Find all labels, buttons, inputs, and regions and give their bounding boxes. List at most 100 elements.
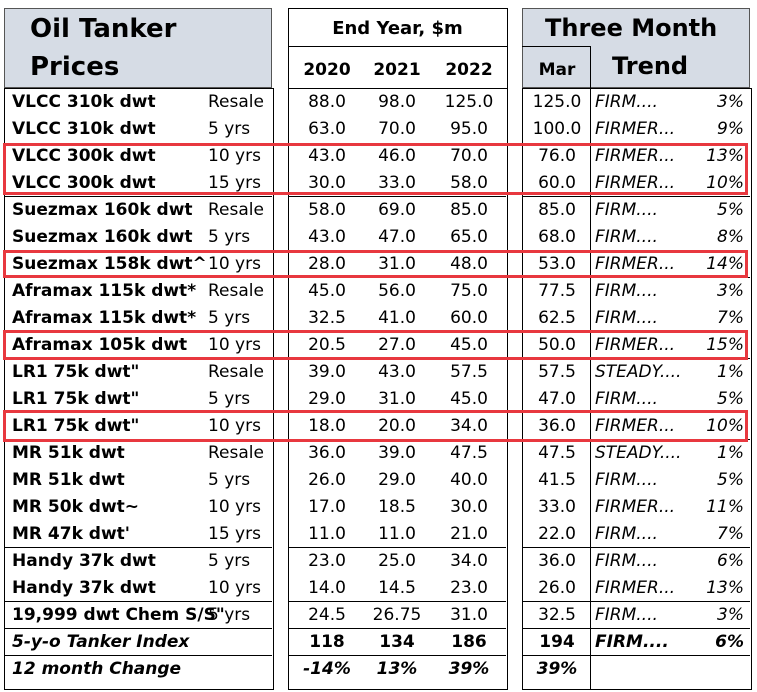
mar-body-divider [590, 88, 591, 689]
value-2021: 98.0 [378, 92, 416, 112]
trend-percent: 5% [717, 200, 744, 220]
three-month-header-box [522, 8, 750, 88]
value-2020: 29.0 [308, 389, 346, 409]
vessel-term: 5 yrs [208, 389, 251, 409]
vessel-name: VLCC 300k dwt [12, 146, 156, 166]
vessel-term: 5 yrs [208, 119, 251, 139]
value-2022: 23.0 [450, 578, 488, 598]
end-year-header-box [288, 8, 508, 90]
trend-percent: 7% [717, 308, 744, 328]
group-separator [288, 655, 506, 656]
vessel-name: MR 51k dwt [12, 443, 125, 463]
trend-percent: 15% [706, 335, 744, 355]
end-year-header: End Year, $m [332, 18, 463, 39]
vessel-term: 10 yrs [208, 254, 261, 274]
change-2022: 39% [448, 659, 490, 679]
table-row: Handy 37k dwt 5 yrs 23.0 25.0 34.0 36.0 FIRM..… [0, 548, 757, 575]
vessel-name: MR 51k dwt [12, 470, 125, 490]
value-2021: 25.0 [378, 551, 416, 571]
trend-text: FIRM.... [595, 470, 658, 490]
value-2022: 40.0 [450, 470, 488, 490]
change-mar: 39% [536, 659, 578, 679]
value-2022: 34.0 [450, 416, 488, 436]
table-row: MR 50k dwt~ 10 yrs 17.0 18.5 30.0 33.0 FIRMER.… [0, 494, 757, 521]
vessel-term: Resale [208, 200, 264, 220]
group-separator [288, 628, 506, 629]
trend-percent: 13% [706, 146, 744, 166]
value-2021: 27.0 [378, 335, 416, 355]
value-2021: 70.0 [378, 119, 416, 139]
trend-percent: 1% [717, 443, 744, 463]
trend-text: STEADY.... [595, 362, 682, 382]
highlight-aframax-105k [3, 330, 748, 360]
table-row: Aframax 105k dwt 10 yrs 20.5 27.0 45.0 50.0 FI… [0, 332, 757, 359]
trend-text: FIRM.... [595, 92, 658, 112]
vessel-term: 5 yrs [208, 551, 251, 571]
value-mar: 76.0 [538, 146, 576, 166]
trend-text: FIRMER... [595, 173, 676, 193]
value-2020: 26.0 [308, 470, 346, 490]
value-mar: 57.5 [538, 362, 576, 382]
value-mar: 33.0 [538, 497, 576, 517]
group-separator [4, 655, 272, 656]
value-2021: 47.0 [378, 227, 416, 247]
right-body-panel [522, 88, 752, 690]
vessel-term: 5 yrs [208, 227, 251, 247]
value-2022: 85.0 [450, 200, 488, 220]
value-2022: 21.0 [450, 524, 488, 544]
trend-text: FIRMER... [595, 119, 676, 139]
trend-text: FIRM.... [595, 524, 658, 544]
group-separator [522, 196, 750, 197]
table-row: MR 51k dwt Resale 36.0 39.0 47.5 47.5 STEADY..… [0, 440, 757, 467]
trend-percent: 7% [717, 524, 744, 544]
value-mar: 85.0 [538, 200, 576, 220]
trend-text: FIRM.... [595, 389, 658, 409]
vessel-term: 15 yrs [208, 173, 261, 193]
value-2022: 60.0 [450, 308, 488, 328]
value-2022: 65.0 [450, 227, 488, 247]
value-mar: 26.0 [538, 578, 576, 598]
mid-body-panel [288, 88, 508, 690]
trend-text: FIRMER... [595, 254, 676, 274]
trend-percent: 1% [717, 362, 744, 382]
value-2021: 33.0 [378, 173, 416, 193]
change-row-name: 12 month Change [12, 659, 182, 679]
value-2021: 11.0 [378, 524, 416, 544]
trend-text: FIRM.... [595, 551, 658, 571]
index-mar: 194 [539, 632, 575, 652]
trend-text: FIRMER... [595, 497, 676, 517]
trend-percent: 5% [717, 470, 744, 490]
value-mar: 53.0 [538, 254, 576, 274]
value-2021: 26.75 [372, 605, 422, 625]
value-mar: 50.0 [538, 335, 576, 355]
value-2021: 29.0 [378, 470, 416, 490]
value-2020: 30.0 [308, 173, 346, 193]
value-2022: 45.0 [450, 335, 488, 355]
vessel-name: MR 50k dwt~ [12, 497, 140, 517]
value-2022: 70.0 [450, 146, 488, 166]
trend-percent: 5% [717, 389, 744, 409]
trend-percent: 6% [717, 551, 744, 571]
value-2022: 30.0 [450, 497, 488, 517]
group-separator [4, 196, 272, 197]
value-2020: 43.0 [308, 146, 346, 166]
trend-text: FIRM.... [595, 200, 658, 220]
trend-header: Trend [612, 52, 689, 80]
mar-divider [590, 46, 591, 88]
trend-percent: 8% [717, 227, 744, 247]
value-2022: 125.0 [444, 92, 494, 112]
table-row: VLCC 300k dwt 10 yrs 43.0 46.0 70.0 76.0 FIRME… [0, 143, 757, 170]
trend-text: FIRMER... [595, 335, 676, 355]
value-mar: 47.0 [538, 389, 576, 409]
value-2020: 88.0 [308, 92, 346, 112]
trend-text: FIRMER... [595, 578, 676, 598]
value-2021: 69.0 [378, 200, 416, 220]
value-2020: 43.0 [308, 227, 346, 247]
vessel-term: 10 yrs [208, 416, 261, 436]
vessel-name: Suezmax 160k dwt [12, 227, 193, 247]
value-mar: 41.5 [538, 470, 576, 490]
trend-percent: 3% [717, 92, 744, 112]
group-separator [522, 547, 750, 548]
index-2021: 134 [379, 632, 415, 652]
trend-text: FIRMER... [595, 146, 676, 166]
